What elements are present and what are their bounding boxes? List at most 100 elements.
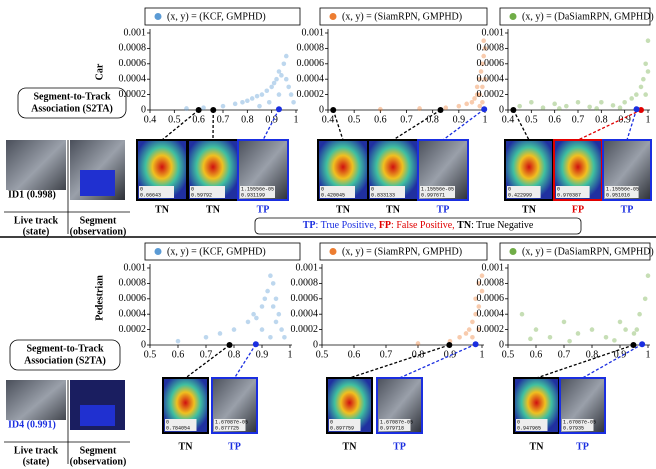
patch-caption: 0.951016 — [606, 192, 630, 198]
y-tick-label: 0.001 — [482, 27, 505, 38]
marked-point — [473, 341, 479, 347]
legend-label: (x, y) = (SiamRPN, GMPHD) — [342, 246, 462, 257]
point — [417, 106, 422, 111]
marked-point — [634, 106, 640, 112]
patch-caption: 0.422999 — [508, 192, 532, 198]
point — [529, 100, 534, 105]
key-text: : False Positive, — [391, 220, 457, 231]
y-tick-label: 0.0002 — [477, 324, 505, 335]
legend-marker — [330, 13, 337, 20]
x-tick-label: 0.6 — [374, 114, 387, 125]
y-tick-label: 0.0006 — [119, 293, 147, 304]
point — [272, 81, 277, 86]
point — [632, 331, 637, 336]
left-panels: CarSegment-to-TrackAssociation (S2TA)ID1… — [4, 63, 130, 467]
point — [646, 38, 651, 43]
point — [286, 85, 291, 90]
point — [274, 320, 279, 325]
x-tick-label: 0.5 — [502, 349, 515, 360]
point — [622, 100, 627, 105]
patch-label: TN — [155, 204, 170, 215]
x-tick-label: 0.5 — [168, 114, 181, 125]
point — [260, 92, 265, 97]
x-tick-label: 0.6 — [172, 349, 185, 360]
point — [233, 102, 238, 107]
row-label: Pedestrian — [94, 275, 105, 321]
point — [279, 73, 284, 78]
y-tick-label: 0.001 — [482, 262, 505, 273]
point — [277, 69, 282, 74]
marked-point — [253, 341, 259, 347]
y-tick-label: 0.0004 — [297, 73, 325, 84]
x-tick-label: 0.8 — [228, 349, 241, 360]
segment-label: Segment — [80, 445, 117, 456]
point — [204, 335, 209, 340]
y-tick-label: 0.0004 — [119, 308, 147, 319]
marked-point — [639, 341, 645, 347]
x-tick-label: 0.4 — [502, 114, 515, 125]
patch-label: TP — [257, 204, 270, 215]
y-tick-label: 0.0002 — [477, 89, 505, 100]
x-tick-label: 0.6 — [348, 349, 361, 360]
patch-label: TN — [530, 441, 545, 452]
point — [562, 320, 567, 325]
connector — [333, 110, 343, 140]
x-tick-label: 0.8 — [595, 114, 608, 125]
legend-marker — [510, 13, 517, 20]
marked-point — [438, 107, 444, 113]
point — [457, 335, 462, 340]
x-tick-label: 0.7 — [380, 349, 393, 360]
patch-label: TN — [206, 204, 221, 215]
point — [470, 100, 475, 105]
x-tick-label: 0.5 — [144, 349, 157, 360]
patch-label: TP — [576, 441, 589, 452]
patch-label: FP — [572, 204, 584, 215]
connector — [350, 345, 450, 378]
point — [464, 102, 469, 107]
segment-label: Segment — [80, 215, 117, 226]
x-tick-label: 0.6 — [192, 114, 205, 125]
point — [457, 104, 462, 109]
point — [470, 320, 475, 325]
live-track-label: (state) — [23, 226, 50, 237]
point — [635, 327, 640, 332]
point — [221, 104, 226, 109]
track-id: ID1 (0.998) — [8, 189, 56, 200]
point — [245, 98, 250, 103]
point — [599, 100, 604, 105]
x-tick-label: 1 — [294, 114, 299, 125]
marked-point — [276, 106, 282, 112]
marked-point — [510, 107, 516, 113]
marked-point — [196, 107, 202, 113]
point — [552, 102, 557, 107]
point — [274, 77, 279, 82]
x-tick-label: 0.7 — [200, 349, 213, 360]
point — [641, 77, 646, 82]
y-tick-label: 0.0002 — [119, 324, 147, 335]
patch-label: TN — [522, 204, 537, 215]
key-text: : True Positive, — [315, 220, 378, 231]
x-tick-label: 0.8 — [426, 114, 439, 125]
point — [639, 85, 644, 90]
patch-caption: 0.931199 — [241, 192, 265, 198]
x-tick-label: 0.7 — [400, 114, 413, 125]
point — [267, 100, 272, 105]
point — [271, 281, 276, 286]
y-tick-label: 0.0004 — [119, 73, 147, 84]
point — [646, 273, 651, 278]
point — [289, 92, 294, 97]
x-tick-label: 1 — [480, 349, 485, 360]
point — [643, 92, 648, 97]
y-tick-label: 0.0004 — [477, 73, 505, 84]
point — [480, 100, 485, 105]
point — [274, 297, 279, 302]
legend-marker — [155, 13, 162, 20]
legend-marker — [155, 248, 162, 255]
patch-label: TN — [343, 441, 358, 452]
marked-point — [481, 106, 487, 112]
y-tick-label: 0.0008 — [119, 43, 147, 54]
point — [618, 105, 623, 110]
point — [443, 105, 448, 110]
segment-mask — [80, 405, 115, 426]
point — [646, 69, 651, 74]
